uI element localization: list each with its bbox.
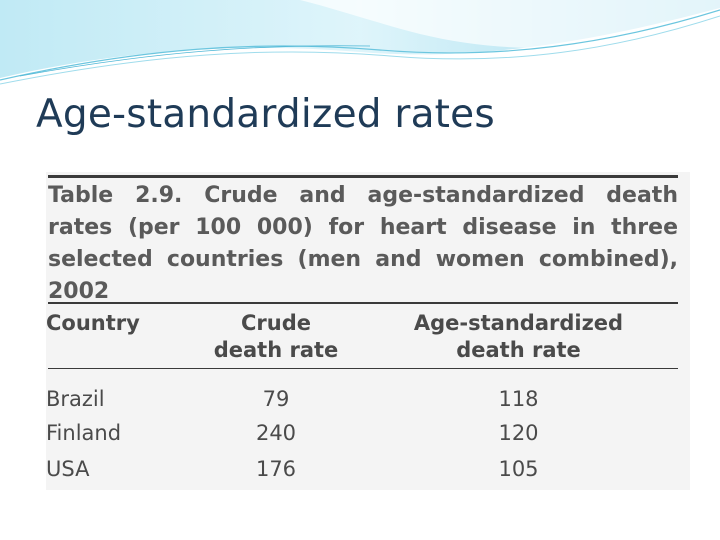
cell-crude-rate: 79 bbox=[262, 387, 290, 411]
column-header-crude-line1: Crude bbox=[241, 311, 311, 335]
cell-crude-rate: 240 bbox=[255, 421, 297, 445]
slide-title: Age-standardized rates bbox=[36, 92, 495, 137]
cell-age-standardized-rate: 105 bbox=[498, 457, 539, 481]
table-row: Brazil 79 118 bbox=[46, 382, 676, 416]
table-caption: Table 2.9. Crude and age-standardized de… bbox=[48, 183, 678, 304]
cell-country: USA bbox=[46, 457, 90, 481]
column-header-crude-line2: death rate bbox=[213, 338, 339, 362]
column-header-age-line1: Age-standardized bbox=[413, 311, 624, 335]
table-row: USA 176 105 bbox=[46, 452, 676, 486]
column-header-country: Country bbox=[46, 311, 140, 335]
table-top-rule bbox=[48, 175, 678, 178]
column-header-age-line2: death rate bbox=[456, 338, 581, 362]
column-header-crude: Crude death rate bbox=[196, 310, 356, 364]
cell-age-standardized-rate: 118 bbox=[498, 387, 539, 411]
header-wave-decoration bbox=[0, 0, 720, 85]
table-figure: Table 2.9. Crude and age-standardized de… bbox=[46, 172, 690, 490]
table-body-rule bbox=[48, 368, 678, 369]
table-row: Finland 240 120 bbox=[46, 416, 676, 450]
cell-age-standardized-rate: 120 bbox=[498, 421, 539, 445]
cell-country: Brazil bbox=[46, 387, 105, 411]
cell-crude-rate: 176 bbox=[255, 457, 297, 481]
cell-country: Finland bbox=[46, 421, 122, 445]
table-header-rule bbox=[48, 302, 678, 304]
column-header-age-standardized: Age-standardized death rate bbox=[401, 310, 636, 364]
